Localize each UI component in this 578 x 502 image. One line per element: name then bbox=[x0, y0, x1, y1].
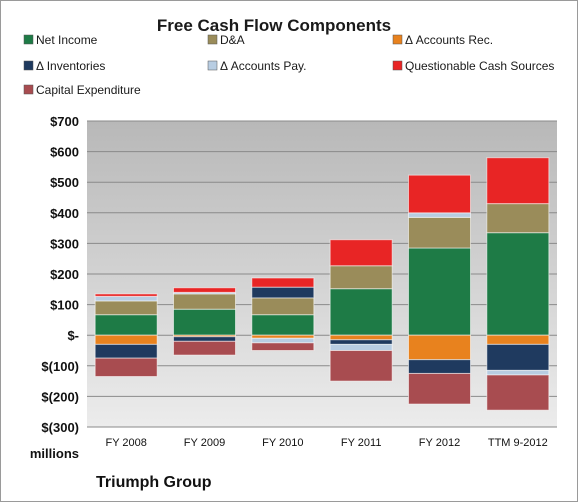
legend-item: Net Income bbox=[23, 33, 98, 47]
bar-segment bbox=[486, 369, 550, 376]
x-axis: FY 2008 FY 2009 FY 2010 FY 2011 FY 2012 TTM 9… bbox=[105, 437, 547, 449]
bar-stack bbox=[486, 157, 550, 411]
bar-segment bbox=[94, 300, 158, 316]
legend-label: Net Income bbox=[36, 33, 98, 47]
legend-label: Questionable Cash Sources bbox=[405, 59, 554, 73]
bar-segment bbox=[329, 339, 393, 345]
chart-title: Free Cash Flow Components bbox=[157, 16, 391, 35]
bar-stack bbox=[329, 239, 393, 382]
bar-stacks bbox=[94, 157, 550, 411]
bar-segment bbox=[251, 297, 315, 316]
bar-segment bbox=[486, 334, 550, 345]
bar-segment bbox=[329, 239, 393, 267]
bar-segment bbox=[408, 359, 471, 374]
legend-swatch bbox=[392, 34, 403, 45]
bar-segment bbox=[329, 334, 393, 341]
x-tick-label: TTM 9-2012 bbox=[488, 437, 548, 449]
x-tick-label: FY 2010 bbox=[262, 437, 303, 449]
bar-segment bbox=[173, 287, 236, 293]
legend-item: Capital Expenditure bbox=[23, 83, 141, 97]
bar-segment bbox=[408, 247, 471, 336]
bar-stack bbox=[94, 293, 158, 378]
x-tick-label: FY 2011 bbox=[341, 437, 382, 449]
legend-swatch bbox=[23, 84, 34, 95]
bar-segment bbox=[251, 286, 315, 299]
bar-segment bbox=[329, 343, 393, 352]
bar-segment bbox=[251, 277, 315, 288]
bar-segment bbox=[94, 293, 158, 297]
y-tick-label: $100 bbox=[50, 298, 79, 313]
bar-segment bbox=[94, 357, 158, 378]
y-tick-label: $200 bbox=[50, 267, 79, 282]
bar-segment bbox=[486, 343, 550, 371]
bar-segment bbox=[251, 337, 315, 344]
bar-segment bbox=[94, 295, 158, 302]
bar-segment bbox=[173, 293, 236, 310]
bar-segment bbox=[486, 157, 550, 205]
x-tick-label: FY 2012 bbox=[419, 437, 460, 449]
bar-stack bbox=[408, 174, 471, 405]
bar-stack bbox=[251, 277, 315, 352]
legend-label: Δ Accounts Pay. bbox=[220, 59, 307, 73]
bar-segment bbox=[173, 308, 236, 336]
bar-segment bbox=[329, 350, 393, 382]
legend-item: D&A bbox=[207, 33, 245, 47]
bar-segment bbox=[408, 216, 471, 249]
y-tick-label: $700 bbox=[50, 114, 79, 129]
legend-label: D&A bbox=[220, 33, 245, 47]
y-tick-label: $400 bbox=[50, 206, 79, 221]
bar-segment bbox=[486, 374, 550, 411]
y-axis: $700 $600 $500 $400 $300 $200 $100 $- $(100) $(20… bbox=[41, 114, 79, 435]
y-tick-label: $(300) bbox=[41, 420, 79, 435]
company-name: Triumph Group bbox=[96, 474, 212, 491]
x-tick-label: FY 2008 bbox=[105, 437, 146, 449]
legend-swatch bbox=[207, 34, 218, 45]
bar-segment bbox=[408, 372, 471, 405]
bar-segment bbox=[408, 212, 471, 218]
legend-label: Capital Expenditure bbox=[36, 83, 141, 97]
bar-segment bbox=[408, 174, 471, 214]
y-tick-label: $- bbox=[67, 328, 79, 343]
y-tick-label: $(100) bbox=[41, 359, 79, 374]
chart-legend: Net Income D&A Δ Accounts Rec. Δ Inventorie… bbox=[23, 33, 554, 97]
y-tick-label: $500 bbox=[50, 175, 79, 190]
legend-item: Δ Accounts Rec. bbox=[392, 33, 493, 47]
legend-item: Δ Accounts Pay. bbox=[207, 59, 307, 73]
bar-segment bbox=[408, 334, 471, 361]
gridlines bbox=[87, 120, 557, 428]
bar-segment bbox=[251, 314, 315, 336]
bar-segment bbox=[94, 343, 158, 359]
legend-swatch bbox=[23, 34, 34, 45]
legend-label: Δ Inventories bbox=[36, 59, 105, 73]
legend-label: Δ Accounts Rec. bbox=[405, 33, 493, 47]
y-tick-label: $600 bbox=[50, 145, 79, 160]
bar-segment bbox=[173, 336, 236, 342]
bar-segment bbox=[486, 232, 550, 336]
y-axis-unit-label: millions bbox=[30, 446, 79, 461]
legend-item: Δ Inventories bbox=[23, 59, 105, 73]
legend-swatch bbox=[207, 60, 218, 71]
bar-segment bbox=[94, 334, 158, 345]
bar-stack bbox=[173, 287, 236, 356]
x-tick-label: FY 2009 bbox=[184, 437, 225, 449]
y-tick-label: $(200) bbox=[41, 389, 79, 404]
bar-segment bbox=[486, 203, 550, 234]
legend-item: Questionable Cash Sources bbox=[392, 59, 554, 73]
bar-segment bbox=[329, 288, 393, 336]
bar-segment bbox=[329, 265, 393, 290]
bar-segment bbox=[251, 342, 315, 352]
bar-segment bbox=[94, 314, 158, 336]
legend-swatch bbox=[23, 60, 34, 71]
bar-segment bbox=[173, 340, 236, 356]
y-tick-label: $300 bbox=[50, 236, 79, 251]
legend-swatch bbox=[392, 60, 403, 71]
